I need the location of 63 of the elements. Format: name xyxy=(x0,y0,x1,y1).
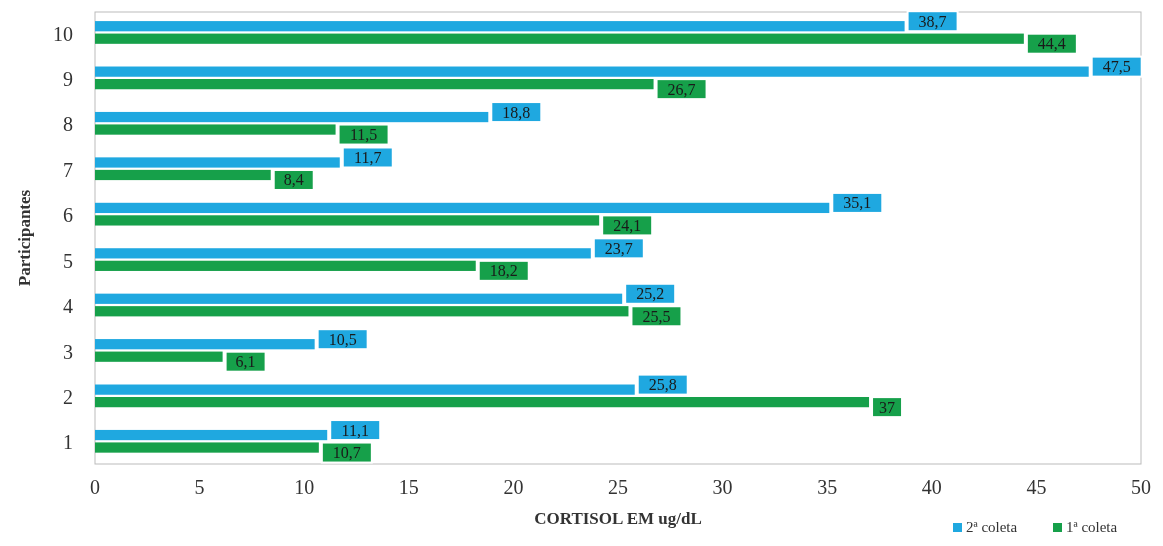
bar xyxy=(95,79,654,90)
y-tick-label: 7 xyxy=(63,158,73,181)
data-label: 35,1 xyxy=(843,194,872,212)
x-tick-label: 30 xyxy=(712,476,733,498)
x-axis-title: CORTISOL EM ug/dL xyxy=(534,509,702,528)
x-tick-label: 20 xyxy=(503,476,524,498)
legend-label: 2ª coleta xyxy=(966,519,1018,535)
legend-label: 1ª coleta xyxy=(1066,519,1118,535)
bar xyxy=(95,351,223,362)
data-label: 25,2 xyxy=(636,285,665,303)
data-label: 38,7 xyxy=(918,12,947,30)
data-label: 11,1 xyxy=(341,421,369,439)
data-label: 44,4 xyxy=(1037,35,1066,53)
data-label: 24,1 xyxy=(613,216,642,234)
bar xyxy=(95,339,315,350)
x-tick-label: 25 xyxy=(608,476,628,498)
x-tick-label: 45 xyxy=(1026,476,1047,498)
bar xyxy=(95,384,635,395)
bar xyxy=(95,202,830,214)
y-tick-label: 4 xyxy=(63,295,73,318)
bar xyxy=(95,293,623,304)
bar xyxy=(95,306,629,317)
data-label: 10,5 xyxy=(328,330,357,348)
bar xyxy=(95,429,328,441)
bar xyxy=(95,124,336,135)
x-tick-label: 50 xyxy=(1131,476,1151,498)
data-label: 10,7 xyxy=(332,444,361,462)
data-label: 11,7 xyxy=(354,148,382,166)
data-label: 47,5 xyxy=(1102,58,1131,76)
data-label: 37 xyxy=(879,398,896,416)
bar xyxy=(95,248,591,259)
data-label: 25,5 xyxy=(642,307,671,325)
data-label: 23,7 xyxy=(604,239,633,257)
bar xyxy=(95,33,1024,44)
data-label: 6,1 xyxy=(235,353,256,371)
y-tick-label: 1 xyxy=(63,431,73,454)
y-tick-label: 2 xyxy=(63,385,73,408)
y-tick-label: 5 xyxy=(63,249,73,272)
bar xyxy=(95,260,476,271)
x-tick-label: 10 xyxy=(294,476,315,498)
data-label: 25,8 xyxy=(648,376,677,394)
x-tick-label: 35 xyxy=(817,476,838,498)
data-label: 18,8 xyxy=(502,103,531,121)
data-label: 26,7 xyxy=(667,80,696,98)
x-tick-label: 15 xyxy=(398,476,419,498)
data-label: 8,4 xyxy=(283,171,304,189)
y-tick-label: 8 xyxy=(63,113,73,136)
y-tick-label: 10 xyxy=(53,22,73,45)
bar xyxy=(95,66,1089,77)
x-tick-label: 40 xyxy=(921,476,942,498)
bar xyxy=(95,215,600,226)
bar xyxy=(95,157,340,168)
data-label: 18,2 xyxy=(489,262,518,280)
x-tick-label: 0 xyxy=(90,476,100,498)
data-label: 11,5 xyxy=(349,126,378,144)
y-tick-label: 6 xyxy=(63,204,73,227)
x-tick-label: 5 xyxy=(194,476,205,498)
y-axis-title: Participantes xyxy=(15,189,34,287)
bar xyxy=(95,169,271,181)
bar xyxy=(95,111,489,123)
bar xyxy=(95,397,870,408)
y-tick-label: 9 xyxy=(63,68,73,91)
y-tick-label: 3 xyxy=(63,340,73,363)
